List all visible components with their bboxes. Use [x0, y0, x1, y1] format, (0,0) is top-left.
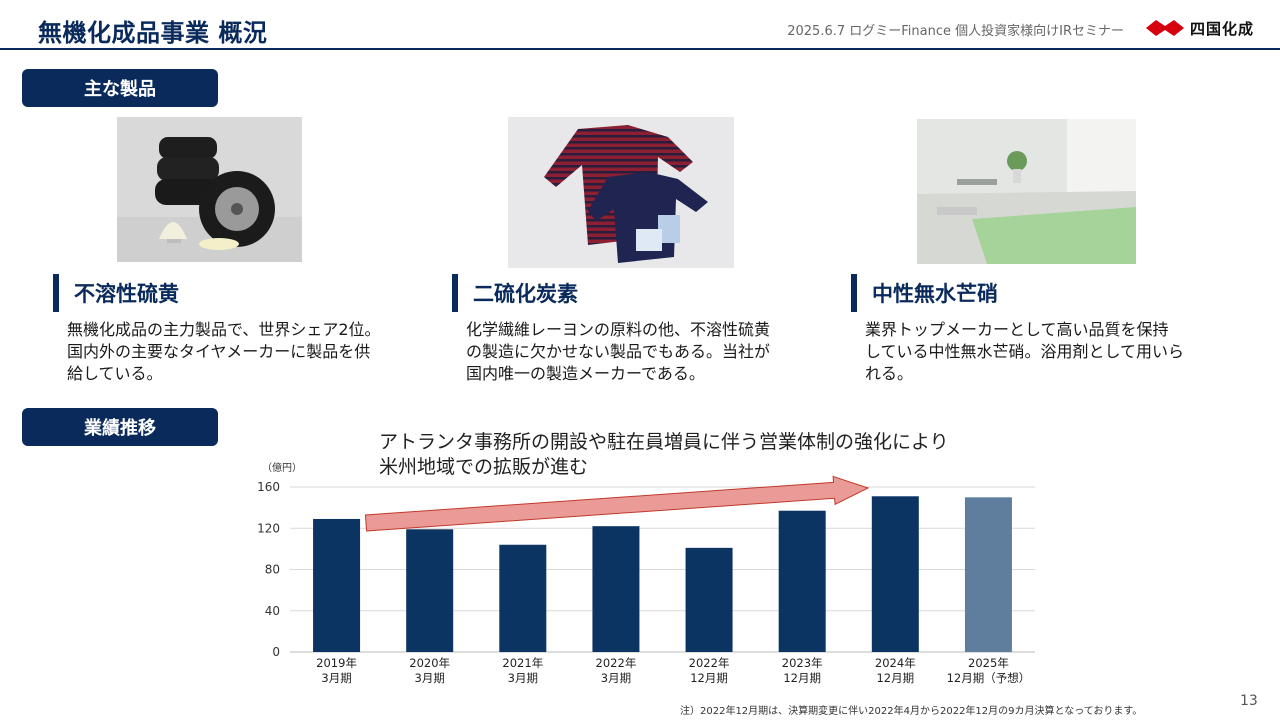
y-tick-label: 0 [272, 645, 280, 659]
x-tick-label: 12月期 [783, 671, 821, 685]
desc-line: れる。 [865, 364, 914, 383]
desc-line: 無機化成品の主力製品で、世界シェア2位。 [67, 320, 381, 339]
page-number: 13 [1240, 693, 1258, 709]
sales-bar-chart: （億円） 0 40 80 120 160 2019年 3月期 2020年 3月期 2021年 3月期 2… [250, 455, 1050, 700]
chart-callout: アトランタ事務所の開設や駐在員増員に伴う営業体制の強化により 米州地域での拡販が… [379, 430, 1019, 480]
callout-line: アトランタ事務所の開設や駐在員増員に伴う営業体制の強化により [379, 431, 949, 453]
x-tick-label: 3月期 [415, 671, 445, 685]
x-tick-label: 12月期 [876, 671, 914, 685]
x-tick-label: 2021年 [502, 656, 543, 670]
bar [685, 547, 733, 652]
x-tick-label: 2020年 [409, 656, 450, 670]
event-subtitle: 2025.6.7 ログミーFinance 個人投資家様向けIRセミナー [787, 24, 1124, 39]
bar [592, 526, 640, 652]
x-tick-label: 2019年 [316, 656, 357, 670]
x-tick-label: 2022年 [689, 656, 730, 670]
y-tick-label: 80 [265, 563, 280, 577]
bar [778, 510, 826, 652]
desc-line: 国内外の主要なタイヤメーカーに製品を供 [67, 342, 371, 361]
page-title: 無機化成品事業 概況 [38, 19, 268, 47]
product-name-sodium-sulfate: 中性無水芒硝 [851, 274, 998, 312]
desc-line: 国内唯一の製造メーカーである。 [466, 364, 705, 383]
bar-forecast [964, 497, 1012, 652]
x-tick-label: 3月期 [321, 671, 351, 685]
growth-arrow [364, 475, 870, 532]
desc-line: の製造に欠かせない製品でもある。当社が [466, 342, 771, 361]
product-desc-carbon-disulfide: 化学繊維レーヨンの原料の他、不溶性硫黄 の製造に欠かせない製品でもある。当社が … [466, 319, 826, 385]
x-tick-label: 2023年 [782, 656, 823, 670]
chart-canvas: （億円）040801201602019年3月期2020年3月期2021年3月期2… [257, 461, 1035, 685]
callout-line: 米州地域での拡販が進む [379, 456, 589, 478]
y-tick-label: 40 [265, 604, 280, 618]
desc-line: 化学繊維レーヨンの原料の他、不溶性硫黄 [466, 320, 771, 339]
desc-line: している中性無水芒硝。浴用剤として用いら [865, 342, 1185, 361]
bar [499, 544, 547, 652]
x-tick-label: 2024年 [875, 656, 916, 670]
company-logo: 四国化成 [1146, 17, 1272, 39]
bar [871, 496, 919, 652]
product-desc-sodium-sulfate: 業界トップメーカーとして高い品質を保持 している中性無水芒硝。浴用剤として用いら… [865, 319, 1225, 385]
section-label-products: 主な製品 [22, 69, 218, 107]
x-tick-label: 2022年 [596, 656, 637, 670]
y-axis-unit-label: （億円） [262, 461, 302, 474]
y-tick-label: 160 [257, 480, 280, 494]
bar [406, 529, 454, 652]
rayon-clothing-photo [508, 117, 734, 268]
x-tick-label: 3月期 [601, 671, 631, 685]
tires-and-sulfur-powder-photo [117, 117, 302, 262]
bar [313, 518, 361, 652]
section-label-performance: 業績推移 [22, 408, 218, 446]
desc-line: 業界トップメーカーとして高い品質を保持 [865, 320, 1169, 339]
x-tick-label: 12月期 [690, 671, 728, 685]
x-tick-label: 12月期（予想） [947, 671, 1031, 685]
header-divider [0, 48, 1280, 50]
product-desc-insoluble-sulfur: 無機化成品の主力製品で、世界シェア2位。 国内外の主要なタイヤメーカーに製品を供… [67, 319, 427, 385]
bathtub-photo [917, 119, 1136, 264]
desc-line: 給している。 [67, 364, 163, 383]
product-name-carbon-disulfide: 二硫化炭素 [452, 274, 578, 312]
footnote: 注）2022年12月期は、決算期変更に伴い2022年4月から2022年12月の9… [680, 706, 1143, 717]
logo-mark-icon [1146, 20, 1184, 36]
product-name-insoluble-sulfur: 不溶性硫黄 [53, 274, 179, 312]
y-tick-label: 120 [257, 521, 280, 535]
logo-text: 四国化成 [1190, 19, 1255, 38]
x-tick-label: 3月期 [508, 671, 538, 685]
x-tick-label: 2025年 [968, 656, 1009, 670]
